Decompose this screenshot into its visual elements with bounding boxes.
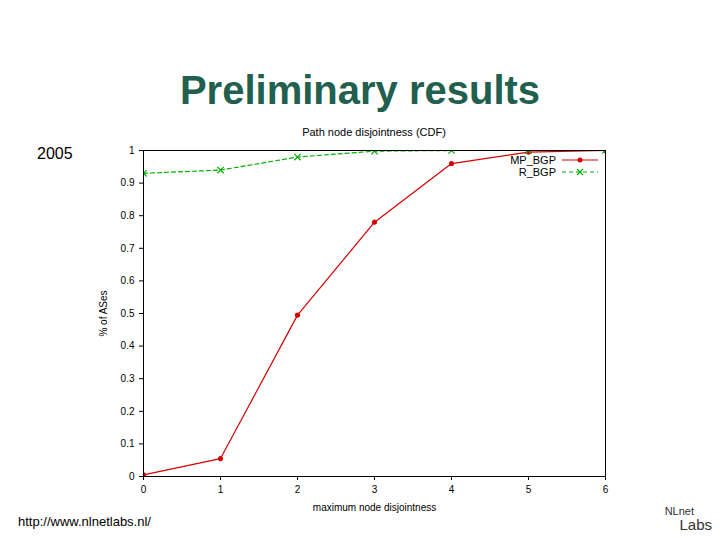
svg-text:0.5: 0.5 xyxy=(121,308,135,319)
html-text:MP_BGP: MP_BGP xyxy=(510,154,556,166)
svg-text:0.6: 0.6 xyxy=(121,275,135,286)
svg-text:6: 6 xyxy=(603,484,609,495)
svg-text:0.2: 0.2 xyxy=(121,406,135,417)
svg-text:0.1: 0.1 xyxy=(121,438,135,449)
svg-text:5: 5 xyxy=(526,484,532,495)
html-text:R_BGP: R_BGP xyxy=(518,166,556,178)
html-text:Preliminary results: Preliminary results xyxy=(179,68,541,112)
html-text:http://www.nlnetlabs.nl/: http://www.nlnetlabs.nl/ xyxy=(18,514,151,529)
svg-text:% of ASes: % of ASes xyxy=(98,290,109,336)
svg-text:0.9: 0.9 xyxy=(121,177,135,188)
svg-text:2: 2 xyxy=(295,484,301,495)
svg-text:maximum node disjointness: maximum node disjointness xyxy=(313,502,436,513)
html-text:Path node disjointness (CDF): Path node disjointness (CDF) xyxy=(302,126,446,138)
svg-text:1: 1 xyxy=(218,484,224,495)
svg-text:1: 1 xyxy=(129,145,135,156)
svg-text:0.8: 0.8 xyxy=(121,210,135,221)
svg-text:0: 0 xyxy=(141,484,147,495)
html-text:Labs: Labs xyxy=(679,516,712,533)
html-text:NLnet: NLnet xyxy=(664,505,694,517)
svg-text:3: 3 xyxy=(372,484,378,495)
svg-text:0.3: 0.3 xyxy=(121,373,135,384)
svg-text:4: 4 xyxy=(449,484,455,495)
svg-text:0: 0 xyxy=(129,471,135,482)
html-text:2005: 2005 xyxy=(37,145,73,162)
svg-text:0.7: 0.7 xyxy=(121,243,135,254)
svg-text:0.4: 0.4 xyxy=(121,340,135,351)
